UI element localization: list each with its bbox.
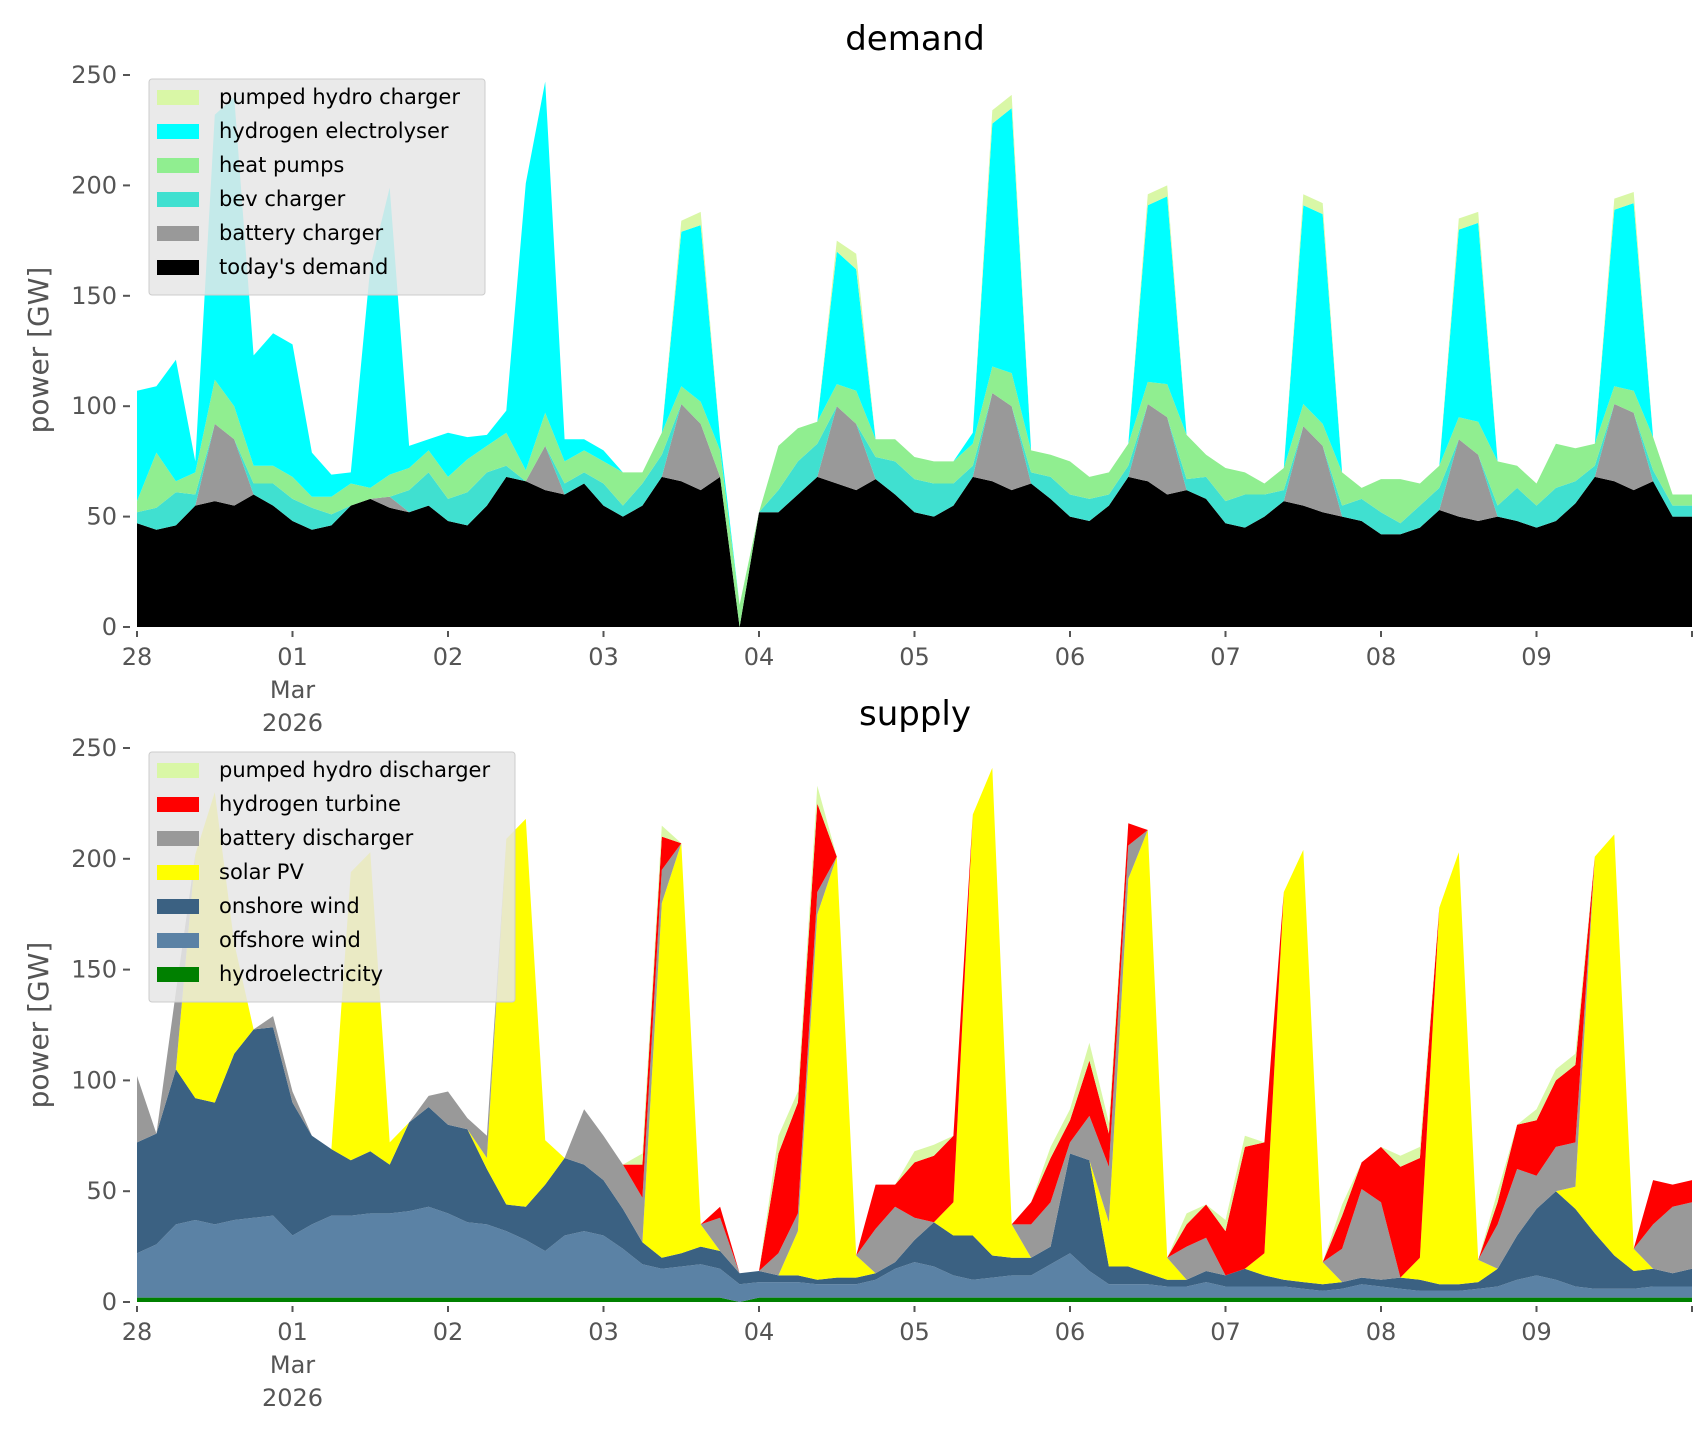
y-tick-label: 100 — [71, 1066, 117, 1094]
demand-areas — [137, 81, 1692, 627]
legend-swatch-solar-pv — [157, 865, 199, 880]
x-tick-label: 07 — [1210, 1318, 1241, 1346]
y-tick-label: 250 — [71, 734, 117, 762]
supply-x-ticks: 28 01 Mar 2026 02 03 04 05 06 07 08 09 — [122, 1306, 1693, 1412]
y-tick-label: 50 — [86, 1177, 117, 1205]
legend-swatch-heat-pumps — [157, 158, 199, 173]
x-tick-label: 04 — [744, 643, 775, 671]
legend-swatch-hydroelectricity — [157, 967, 199, 982]
legend-label-battery-charger: battery charger — [219, 221, 384, 245]
legend-label-bev-charger: bev charger — [219, 187, 346, 211]
demand-y-axis-label: power [GW] — [22, 267, 55, 434]
x-tick-label: 08 — [1366, 1318, 1397, 1346]
x-tick-label: 03 — [588, 643, 619, 671]
y-tick-label: 150 — [71, 282, 117, 310]
legend-label-solar-pv: solar PV — [219, 860, 304, 884]
x-tick-label: 02 — [433, 643, 464, 671]
area-hydrogen-electrolyser — [137, 81, 1692, 605]
x-tick-label: 05 — [899, 643, 930, 671]
area-offshore-wind — [137, 1206, 1692, 1302]
x-tick-label: 2026 — [262, 1384, 323, 1412]
x-tick-label: 01 — [277, 643, 308, 671]
supply-areas — [137, 767, 1692, 1302]
legend-swatch-battery-discharger — [157, 831, 199, 846]
supply-legend: pumped hydro discharger hydrogen turbine b… — [148, 751, 516, 1003]
y-tick-label: 200 — [71, 171, 117, 199]
area-heat-pumps — [137, 366, 1692, 627]
area-hydroelectricity — [137, 1297, 1692, 1302]
demand-legend: pumped hydro charger hydrogen electrolyse… — [148, 78, 486, 296]
y-tick-label: 50 — [86, 503, 117, 531]
x-tick-label: Mar — [270, 676, 315, 704]
legend-label-offshore-wind: offshore wind — [219, 928, 361, 952]
legend-label-hydrogen-electrolyser: hydrogen electrolyser — [219, 119, 449, 143]
legend-swatch-pumped-hydro-charger — [157, 90, 199, 105]
x-tick-label: 05 — [899, 1318, 930, 1346]
area-battery-charger — [137, 393, 1692, 627]
x-tick-label: 2026 — [262, 709, 323, 737]
x-tick-label: 07 — [1210, 643, 1241, 671]
legend-swatch-hydrogen-turbine — [157, 797, 199, 812]
x-tick-label: 09 — [1521, 643, 1552, 671]
x-tick-label: 28 — [122, 1318, 153, 1346]
legend-box — [148, 78, 486, 296]
legend-label-pumped-hydro-charger: pumped hydro charger — [219, 85, 460, 109]
legend-swatch-hydrogen-electrolyser — [157, 124, 199, 139]
x-tick-label: 09 — [1521, 1318, 1552, 1346]
legend-swatch-offshore-wind — [157, 933, 199, 948]
x-tick-label: 04 — [744, 1318, 775, 1346]
legend-label-hydroelectricity: hydroelectricity — [219, 962, 383, 986]
y-tick-label: 0 — [102, 1288, 117, 1316]
legend-box — [148, 751, 516, 1003]
y-tick-label: 100 — [71, 392, 117, 420]
x-tick-label: 01 — [277, 1318, 308, 1346]
area-bev-charger — [137, 393, 1692, 627]
x-tick-label: Mar — [270, 1351, 315, 1379]
x-tick-label: 06 — [1055, 643, 1086, 671]
area-today-s-demand — [137, 476, 1692, 627]
supply-title: supply — [859, 694, 971, 734]
area-onshore-wind — [137, 1027, 1692, 1291]
supply-y-ticks: 0 50 100 150 200 250 — [71, 734, 130, 1316]
legend-swatch-today-s-demand — [157, 260, 199, 275]
x-tick-label: 03 — [588, 1318, 619, 1346]
x-tick-label: 08 — [1366, 643, 1397, 671]
legend-swatch-onshore-wind — [157, 899, 199, 914]
demand-title: demand — [845, 19, 985, 59]
y-tick-label: 200 — [71, 845, 117, 873]
supply-y-axis-label: power [GW] — [22, 942, 55, 1109]
legend-label-onshore-wind: onshore wind — [219, 894, 360, 918]
legend-swatch-battery-charger — [157, 226, 199, 241]
legend-label-heat-pumps: heat pumps — [219, 153, 344, 177]
x-tick-label: 28 — [122, 643, 153, 671]
legend-swatch-bev-charger — [157, 192, 199, 207]
legend-label-today-s-demand: today's demand — [219, 255, 388, 279]
y-tick-label: 0 — [102, 613, 117, 641]
legend-label-battery-discharger: battery discharger — [219, 826, 414, 850]
legend-label-pumped-hydro-discharger: pumped hydro discharger — [219, 758, 490, 782]
legend-label-hydrogen-turbine: hydrogen turbine — [219, 792, 401, 816]
y-tick-label: 150 — [71, 956, 117, 984]
x-tick-label: 06 — [1055, 1318, 1086, 1346]
y-tick-label: 250 — [71, 61, 117, 89]
demand-x-ticks: 28 01 Mar 2026 02 03 04 05 06 07 08 09 — [122, 631, 1693, 737]
area-solar-pv — [137, 767, 1692, 1285]
demand-y-ticks: 0 50 100 150 200 250 — [71, 61, 130, 641]
legend-swatch-pumped-hydro-discharger — [157, 763, 199, 778]
area-hydrogen-turbine — [137, 767, 1692, 1278]
x-tick-label: 02 — [433, 1318, 464, 1346]
